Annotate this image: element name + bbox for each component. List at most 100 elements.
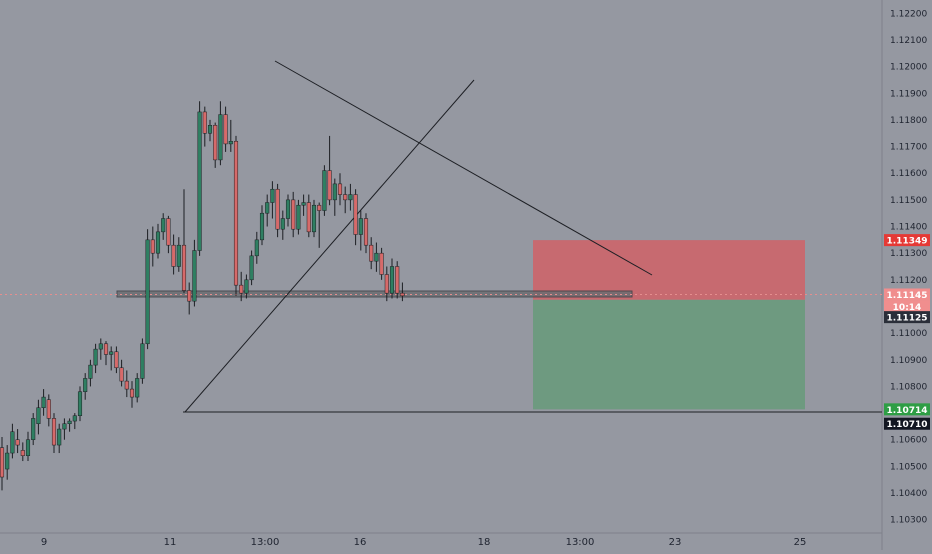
y-tick-label: 1.11200 xyxy=(890,276,927,286)
candle-body[interactable] xyxy=(10,431,15,454)
price-label-bg xyxy=(884,403,930,416)
candle-body[interactable] xyxy=(322,170,327,211)
candle-body[interactable] xyxy=(317,204,322,211)
stop-loss-zone[interactable] xyxy=(533,240,805,300)
candle-body[interactable] xyxy=(155,231,161,254)
candle-body[interactable] xyxy=(161,218,166,233)
candle-body[interactable] xyxy=(20,450,25,456)
candle-body[interactable] xyxy=(296,204,301,230)
candle-body[interactable] xyxy=(265,202,270,214)
candle-body[interactable] xyxy=(395,266,400,294)
candle-body[interactable] xyxy=(83,378,88,393)
candle-body[interactable] xyxy=(88,364,93,379)
candle-body[interactable] xyxy=(41,396,46,408)
candle-body[interactable] xyxy=(353,194,358,235)
candle-body[interactable] xyxy=(114,351,119,369)
y-tick-label: 1.11700 xyxy=(890,143,927,153)
x-tick-label: 13:00 xyxy=(251,537,280,548)
price-axis-background[interactable] xyxy=(882,0,932,550)
time-axis-ticks: 9 11 13:00 16 18 13:00 23 25 xyxy=(41,537,807,548)
candle-body[interactable] xyxy=(244,279,249,294)
candle-body[interactable] xyxy=(51,418,57,446)
candle-body[interactable] xyxy=(254,239,259,257)
candle-body[interactable] xyxy=(374,252,379,262)
x-tick-label: 16 xyxy=(354,537,367,548)
y-tick-label: 1.12200 xyxy=(890,9,927,19)
candle-body[interactable] xyxy=(223,114,228,145)
candle-body[interactable] xyxy=(291,199,296,230)
candle-body[interactable] xyxy=(270,188,275,203)
candle-body[interactable] xyxy=(233,140,239,286)
candle-body[interactable] xyxy=(0,447,5,478)
candle-body[interactable] xyxy=(46,399,51,419)
price-label-bg xyxy=(884,288,930,301)
candle-body[interactable] xyxy=(337,183,343,195)
candle-body[interactable] xyxy=(25,439,31,456)
candle-body[interactable] xyxy=(249,255,254,281)
candle-body[interactable] xyxy=(171,244,176,267)
candle-body[interactable] xyxy=(5,452,10,470)
candle-body[interactable] xyxy=(379,252,384,275)
candle-body[interactable] xyxy=(62,423,67,430)
take-profit-zone[interactable] xyxy=(533,299,805,410)
candle-body[interactable] xyxy=(150,239,155,254)
position-tool[interactable] xyxy=(533,240,805,410)
descending-trendline[interactable] xyxy=(274,60,653,276)
candle-body[interactable] xyxy=(176,244,181,267)
candle-body[interactable] xyxy=(275,188,280,230)
candle-body[interactable] xyxy=(306,202,311,233)
candle-body[interactable] xyxy=(93,348,98,366)
candle-body[interactable] xyxy=(301,202,306,206)
candle-body[interactable] xyxy=(213,125,218,161)
candle-body[interactable] xyxy=(207,125,213,134)
candle-body[interactable] xyxy=(389,266,395,294)
candle-body[interactable] xyxy=(135,378,140,398)
candle-body[interactable] xyxy=(239,284,244,294)
candle-body[interactable] xyxy=(343,194,348,201)
candle-body[interactable] xyxy=(103,343,109,355)
candle-body[interactable] xyxy=(332,183,337,201)
candle-body[interactable] xyxy=(77,391,83,416)
candle-body[interactable] xyxy=(348,194,353,201)
candle-body[interactable] xyxy=(98,343,103,350)
time-axis-background[interactable] xyxy=(0,533,932,550)
ascending-trendline[interactable] xyxy=(184,79,475,413)
candle-body[interactable] xyxy=(259,212,265,241)
candle-body[interactable] xyxy=(67,420,72,424)
candle-body[interactable] xyxy=(57,428,62,446)
candle-body[interactable] xyxy=(166,218,171,246)
candle-body[interactable] xyxy=(15,439,20,446)
candle-body[interactable] xyxy=(145,239,150,345)
candle-body[interactable] xyxy=(109,351,114,355)
candle-body[interactable] xyxy=(369,244,374,262)
candle-body[interactable] xyxy=(31,418,36,440)
candle-body[interactable] xyxy=(311,204,317,233)
candle-body[interactable] xyxy=(218,114,223,161)
candle-body[interactable] xyxy=(327,170,332,201)
candle-body[interactable] xyxy=(192,250,197,302)
candle-body[interactable] xyxy=(140,343,145,379)
candle-body[interactable] xyxy=(119,367,124,382)
price-label-text: 1.11145 xyxy=(887,291,928,301)
drawing-lines[interactable] xyxy=(0,60,882,413)
candle-body[interactable] xyxy=(280,218,285,230)
candle-body[interactable] xyxy=(363,218,369,246)
y-tick-label: 1.11900 xyxy=(890,89,927,99)
candle-body[interactable] xyxy=(181,244,187,291)
candle-body[interactable] xyxy=(124,380,129,390)
candle-body[interactable] xyxy=(36,407,41,424)
candle-body[interactable] xyxy=(202,111,207,134)
candle-body[interactable] xyxy=(384,274,389,294)
candle-body[interactable] xyxy=(197,111,202,251)
candle-body[interactable] xyxy=(129,388,135,398)
candle-body[interactable] xyxy=(400,292,405,297)
candle-body[interactable] xyxy=(285,199,291,219)
candle-body[interactable] xyxy=(187,290,192,302)
candle-body[interactable] xyxy=(228,140,233,145)
candle-body[interactable] xyxy=(72,415,77,422)
price-axis-labels: 1.11349 1.11145 10:141.11125 1.10714 1.10710 xyxy=(884,234,930,430)
candlestick-series[interactable] xyxy=(0,101,405,491)
candle-body[interactable] xyxy=(358,218,363,235)
